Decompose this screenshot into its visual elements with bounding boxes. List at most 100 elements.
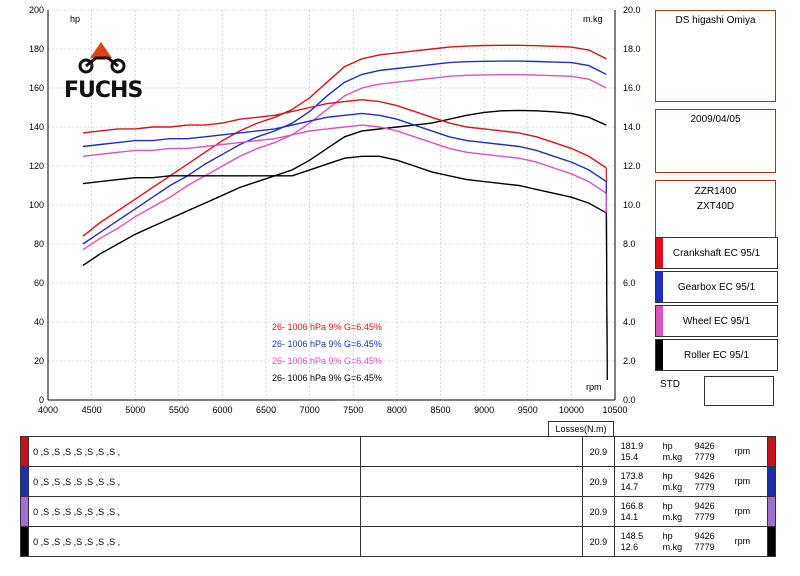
peak-torque-rpm: 7779 (694, 541, 715, 552)
chart-series (82, 44, 608, 381)
series-line (82, 124, 607, 194)
hp-unit: hp (662, 470, 673, 481)
y-left-tick-label: 140 (29, 122, 44, 132)
peak-torque-rpm: 7779 (694, 511, 715, 522)
peak-torque-rpm: 7779 (694, 451, 715, 462)
rpm-unit: rpm (734, 476, 751, 486)
y-right-tick-label: 18.0 (623, 44, 641, 54)
legend-roller: Roller EC 95/1 (655, 339, 778, 371)
row-color-marker (766, 466, 777, 497)
chart-axes (47, 10, 616, 401)
row-loss: 20.9 (582, 526, 615, 557)
model-box: ZZR1400 ZXT40D (655, 180, 776, 238)
peak-hp: 173.8 (620, 470, 644, 481)
row-notes (359, 466, 584, 497)
torque-unit: m.kg (662, 511, 683, 522)
torque-unit: m.kg (662, 451, 683, 462)
condition-annotation: 26- 1006 hPa 9% G=6.45% (272, 339, 382, 349)
y-right-tick-label: 2.0 (623, 356, 636, 366)
test-date: 2009/04/05 (690, 114, 741, 125)
date-box: 2009/04/05 (655, 109, 776, 173)
x-tick-label: 8000 (387, 405, 407, 415)
shop-name: DS higashi Omiya (675, 15, 756, 26)
x-tick-label: 10500 (602, 405, 627, 415)
rpm-unit: rpm (734, 536, 751, 546)
row-notes (359, 436, 584, 467)
y-left-tick-label: 120 (29, 161, 44, 171)
row-values: 0 ,S ,S ,S ,S ,S ,S ,S , (28, 526, 361, 557)
peak-hp: 148.5 (620, 530, 644, 541)
x-tick-label: 8500 (431, 405, 451, 415)
logo-text: FUCHS (64, 78, 143, 103)
fuchs-logo: FUCHS (64, 40, 144, 120)
legend-crankshaft: Crankshaft EC 95/1 (655, 237, 778, 269)
rpm-unit: rpm (734, 446, 751, 456)
y-left-tick-label: 200 (29, 5, 44, 15)
y-right-unit-label: m.kg (583, 14, 603, 24)
row-values: 0 ,S ,S ,S ,S ,S ,S ,S , (28, 466, 361, 497)
peak-torque-rpm: 7779 (694, 481, 715, 492)
row-color-marker (19, 466, 30, 497)
x-tick-label: 7000 (300, 405, 320, 415)
torque-unit: m.kg (662, 541, 683, 552)
row-dots: 0 ,S ,S ,S ,S ,S ,S ,S , (33, 476, 121, 487)
series-drop-line (605, 212, 608, 381)
y-left-tick-label: 40 (34, 317, 44, 327)
y-right-tick-label: 6.0 (623, 278, 636, 288)
dyno-chart: 4000 4500 5000 5500 6000 6500 7000 7500 8000 8500… (29, 5, 641, 415)
row-color-marker (766, 526, 777, 557)
y-left-tick-label: 60 (34, 278, 44, 288)
y-left-unit-label: hp (70, 14, 80, 24)
x-tick-label: 4500 (82, 405, 102, 415)
row-loss: 20.9 (582, 436, 615, 467)
series-line (82, 73, 607, 251)
y-left-tick-label: 100 (29, 200, 44, 210)
losses-header: Losses(N.m) (548, 421, 614, 437)
row-color-marker (19, 436, 30, 467)
peak-hp: 181.9 (620, 440, 644, 451)
model-code: ZXT40D (696, 201, 735, 212)
torque-unit: m.kg (662, 481, 683, 492)
chart-annotations: 26- 1006 hPa 9% G=6.45% 26- 1006 hPa 9% G… (272, 322, 382, 383)
row-notes (359, 496, 584, 527)
y-left-tick-label: 20 (34, 356, 44, 366)
row-peaks: 148.5 hp 9426 rpm 12.6 m.kg 7779 (613, 526, 768, 557)
row-values: 0 ,S ,S ,S ,S ,S ,S ,S , (28, 436, 361, 467)
legend-label: Gearbox EC 95/1 (677, 281, 756, 293)
chart-grid (47, 9, 616, 401)
table-row: 0 ,S ,S ,S ,S ,S ,S ,S , 20.9 166.8 hp 94… (19, 496, 777, 527)
legend-swatch (656, 340, 663, 370)
rpm-unit: rpm (734, 506, 751, 516)
x-unit-label: rpm (586, 382, 602, 392)
peak-hp: 166.8 (620, 500, 644, 511)
row-peaks: 181.9 hp 9426 rpm 15.4 m.kg 7779 (613, 436, 768, 467)
row-color-marker (766, 496, 777, 527)
series-line (82, 109, 607, 267)
x-tick-label: 9500 (518, 405, 538, 415)
row-peaks: 166.8 hp 9426 rpm 14.1 m.kg 7779 (613, 496, 768, 527)
x-tick-label: 10000 (559, 405, 584, 415)
table-row: 0 ,S ,S ,S ,S ,S ,S ,S , 20.9 173.8 hp 94… (19, 466, 777, 497)
legend-label: Crankshaft EC 95/1 (672, 247, 761, 259)
series-line (82, 60, 607, 245)
peak-hp-rpm: 9426 (694, 500, 715, 511)
row-loss: 20.9 (582, 466, 615, 497)
table-row: 0 ,S ,S ,S ,S ,S ,S ,S , 20.9 181.9 hp 94… (19, 436, 777, 467)
y-right-tick-label: 16.0 (623, 83, 641, 93)
y-right-tick-label: 4.0 (623, 317, 636, 327)
y-right-tick-label: 8.0 (623, 239, 636, 249)
row-color-marker (19, 496, 30, 527)
table-row: 0 ,S ,S ,S ,S ,S ,S ,S , 20.9 148.5 hp 94… (19, 526, 777, 557)
y-left-tick-label: 80 (34, 239, 44, 249)
std-box (704, 376, 774, 406)
row-values: 0 ,S ,S ,S ,S ,S ,S ,S , (28, 496, 361, 527)
legend-gearbox: Gearbox EC 95/1 (655, 271, 778, 303)
results-table: 0 ,S ,S ,S ,S ,S ,S ,S , 20.9 181.9 hp 94… (19, 436, 777, 557)
peak-torque: 12.6 (620, 541, 639, 552)
legend-swatch (656, 272, 663, 302)
hp-unit: hp (662, 440, 673, 451)
hp-unit: hp (662, 500, 673, 511)
x-tick-label: 6500 (256, 405, 276, 415)
y-left-tick-label: 180 (29, 44, 44, 54)
series-line (82, 98, 607, 169)
